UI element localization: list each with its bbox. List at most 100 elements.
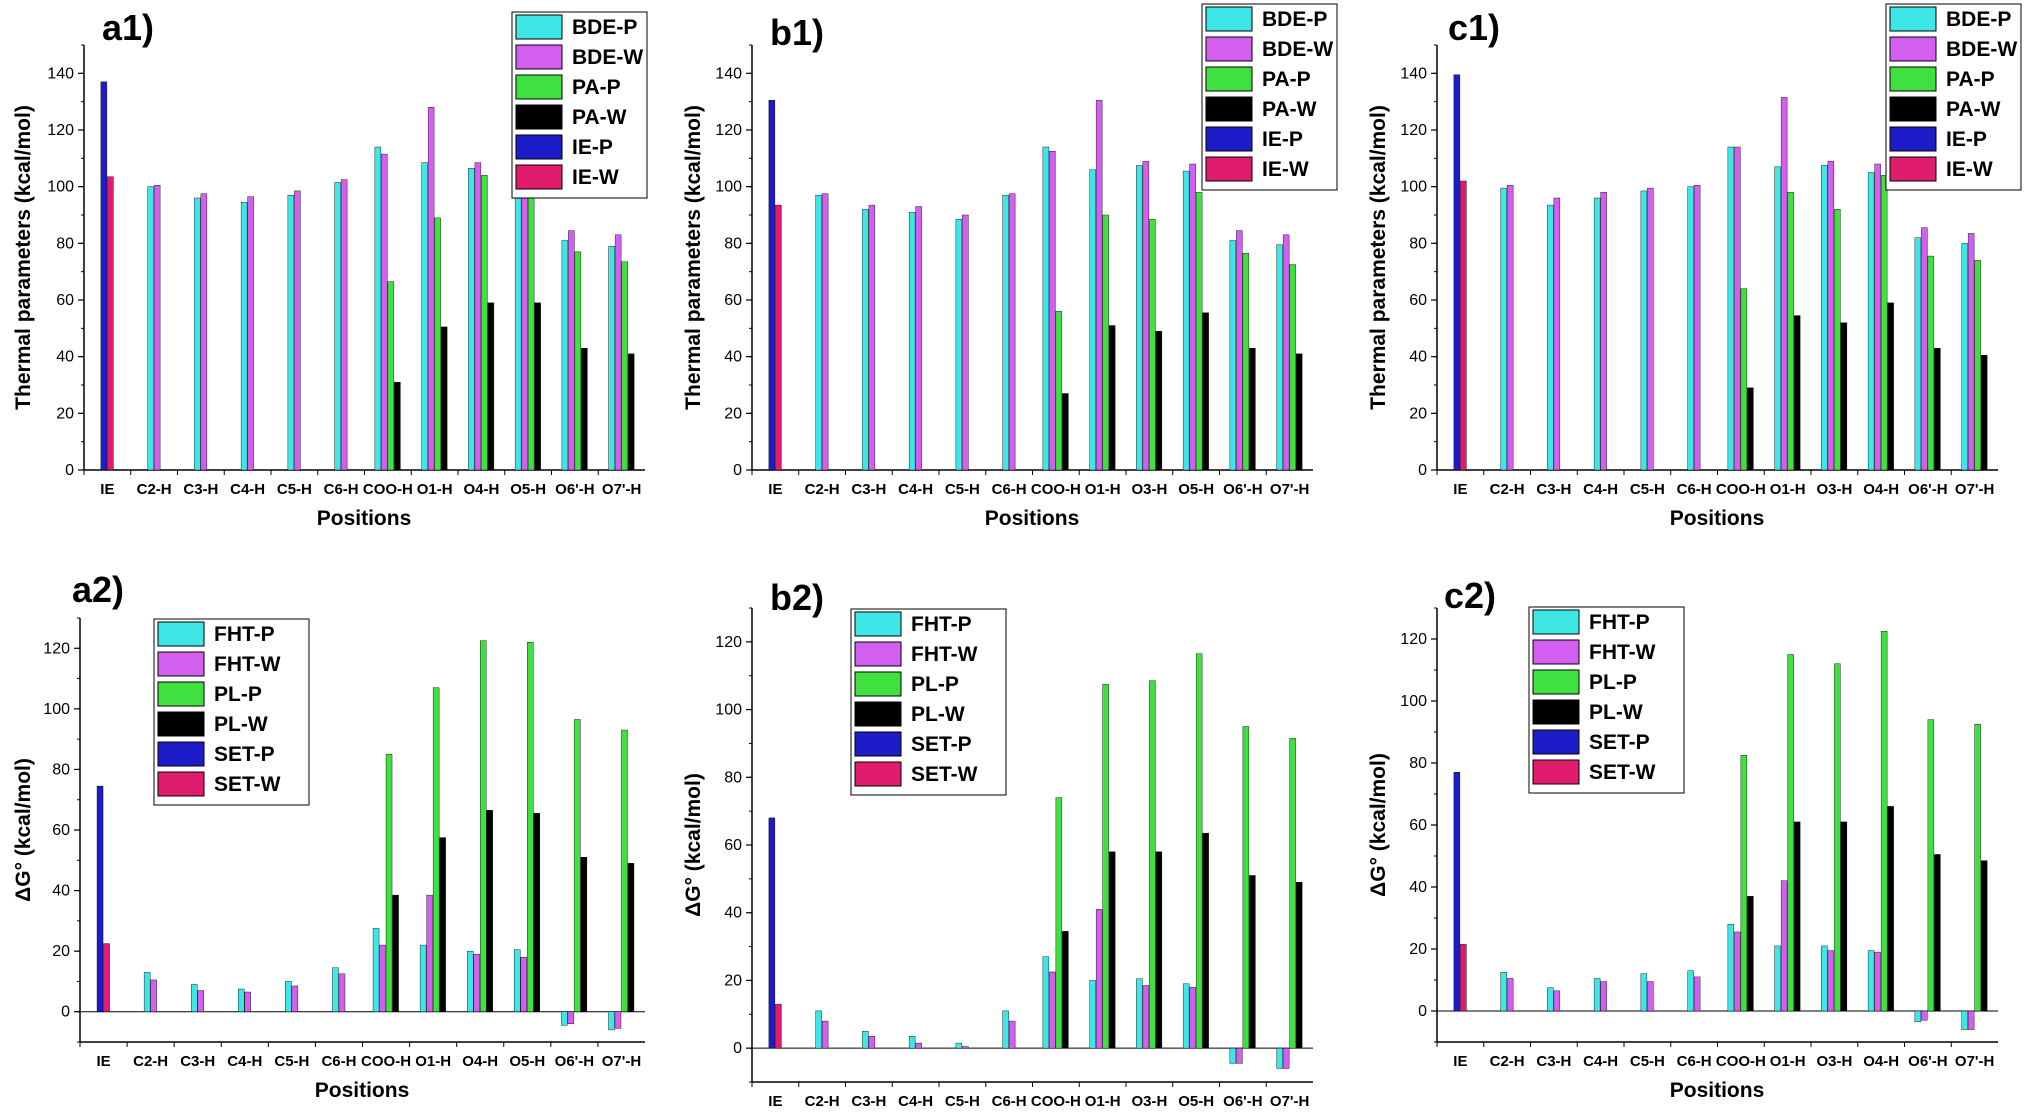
bar [1282,1047,1290,1069]
legend-label: BDE-W [1262,38,1333,61]
x-tick-label: C4-H [230,481,265,498]
bar [1553,990,1561,1012]
legend-swatch [515,44,563,70]
bar [238,988,245,1012]
bar [200,193,208,471]
bar [1927,255,1935,471]
x-tick-label: C6-H [992,481,1027,498]
x-tick-label: O5-H [1178,1093,1214,1110]
x-tick-label: IE [100,481,114,498]
x-tick-label: C3-H [851,1093,886,1110]
x-tick-label: O3-H [1816,1053,1852,1070]
bar [1236,1047,1243,1064]
legend-swatch [1889,156,1937,182]
bar [1242,726,1250,1049]
bar [567,1011,575,1025]
x-tick-label: O6'-H [555,1053,594,1070]
legend-swatch [1889,36,1937,62]
bar [1095,100,1103,471]
bar [1887,302,1894,471]
y-tick-label: 120 [715,634,742,651]
panel-label: c2) [1444,575,1496,616]
bar [1774,945,1781,1012]
bar [1880,631,1888,1012]
bar [1774,166,1781,471]
bar [768,817,776,1049]
legend-swatch [515,164,563,190]
legend-swatch [854,671,902,697]
bar [440,326,448,471]
y-tick-label: 100 [715,702,742,719]
bar [1276,244,1283,471]
y-tick-label: 20 [52,943,70,960]
bar [581,347,588,471]
bar [285,981,292,1012]
bar [1914,237,1922,471]
panel-label: a1) [102,7,154,48]
bar [1961,243,1968,471]
bar [1727,924,1735,1012]
bar [379,944,386,1012]
bar [862,209,869,471]
legend-swatch [515,134,563,160]
legend-label: IE-P [1946,128,1987,151]
y-axis-title: ΔG° (kcal/mol) [1367,753,1390,897]
x-tick-label: IE [96,1053,110,1070]
bar [1734,931,1741,1012]
bar [608,245,615,471]
bar [381,153,388,471]
legend-label: PA-P [1946,68,1995,91]
y-tick-label: 80 [724,235,742,252]
x-tick-label: C3-H [183,481,218,498]
x-tick-label: COO-H [1031,481,1081,498]
y-tick-label: 0 [65,462,74,479]
legend-swatch [1532,609,1580,635]
bar [1961,1010,1968,1030]
bar [439,837,446,1012]
bar [1834,209,1841,471]
bar [1600,981,1607,1012]
y-tick-label: 20 [56,405,74,422]
y-axis-title: Thermal parameters (kcal/mol) [12,105,35,410]
x-tick-label: C2-H [805,1093,840,1110]
bar [1874,951,1881,1012]
bar [1295,353,1303,471]
bar [1002,1010,1009,1049]
legend-swatch [157,681,205,707]
x-tick-label: C5-H [945,481,980,498]
bar [815,1010,822,1049]
legend-label: FHT-W [911,643,978,666]
x-tick-label: O7'-H [602,1053,641,1070]
legend-swatch [1889,66,1937,92]
bar [868,1036,876,1049]
x-tick-label: C5-H [277,481,312,498]
bar [426,894,433,1012]
y-tick-label: 60 [1409,817,1427,834]
legend-swatch [854,611,902,637]
legend-label: BDE-W [1946,38,2017,61]
bar [608,1011,615,1031]
x-tick-label: O1-H [1085,1093,1121,1110]
x-tick-label: O4-H [463,481,499,498]
bar [1593,197,1601,471]
legend-swatch [1532,759,1580,785]
bar [481,175,488,471]
y-tick-label: 60 [724,292,742,309]
y-tick-label: 100 [1400,179,1427,196]
bar [868,204,876,471]
bar [821,1020,829,1049]
bar [1042,956,1050,1049]
y-tick-label: 40 [724,349,742,366]
legend-label: IE-W [1262,158,1309,181]
x-tick-label: C2-H [1490,1053,1525,1070]
x-tick-label: O7'-H [1955,1053,1994,1070]
legend-label: IE-W [572,166,619,189]
bar [1967,1010,1975,1030]
bar [143,972,151,1012]
y-tick-label: 120 [47,122,74,139]
bar [955,219,963,471]
y-tick-label: 60 [724,837,742,854]
legend-swatch [1532,639,1580,665]
bar [421,162,428,471]
